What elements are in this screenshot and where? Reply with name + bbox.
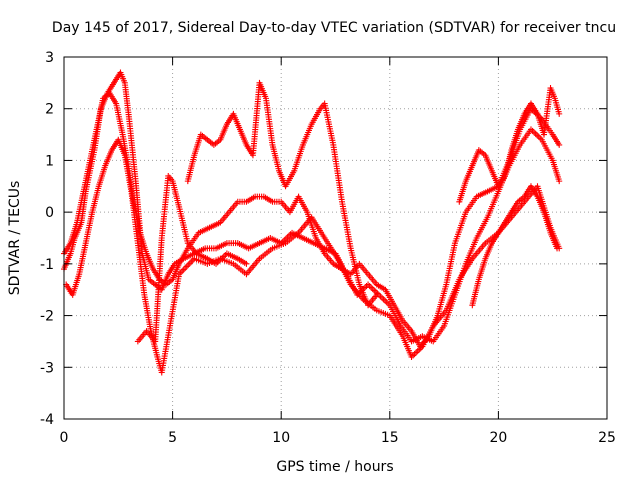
y-axis-label: SDTVAR / TECUs (7, 181, 23, 296)
y-tick-label: -4 (40, 412, 54, 428)
data-point (243, 260, 250, 267)
y-tick-label: -3 (40, 360, 54, 376)
series-track-7 (456, 85, 563, 205)
points-layer (61, 69, 563, 376)
x-tick-label: 10 (272, 430, 290, 446)
y-tick-label: 2 (45, 102, 54, 118)
data-point (556, 110, 563, 117)
x-tick-label: 25 (598, 430, 616, 446)
series-track-4 (134, 172, 250, 345)
plot-frame (63, 56, 608, 420)
x-axis-label: GPS time / hours (276, 459, 393, 475)
series-track-5 (184, 79, 380, 309)
x-tick-label: 0 (60, 430, 69, 446)
chart-title: Day 145 of 2017, Sidereal Day-to-day VTE… (52, 20, 616, 36)
x-tick-label: 20 (489, 430, 507, 446)
data-point (556, 141, 563, 148)
x-tick-label: 15 (381, 430, 399, 446)
series-track-3 (63, 136, 563, 376)
y-tick-label: -1 (40, 257, 54, 273)
data-point (554, 245, 561, 252)
y-tick-label: 3 (45, 50, 54, 66)
ticks-layer: 0 5 10 15 20 25 -4 -3 -2 -1 0 1 2 3 (40, 50, 616, 446)
y-tick-label: 1 (45, 153, 54, 169)
series-track-6 (469, 183, 561, 309)
y-tick-label: 0 (45, 205, 54, 221)
x-tick-label: 5 (168, 430, 177, 446)
data-point (556, 178, 563, 185)
data-point (373, 291, 380, 298)
y-tick-label: -2 (40, 309, 54, 325)
series-track-1 (61, 69, 563, 345)
